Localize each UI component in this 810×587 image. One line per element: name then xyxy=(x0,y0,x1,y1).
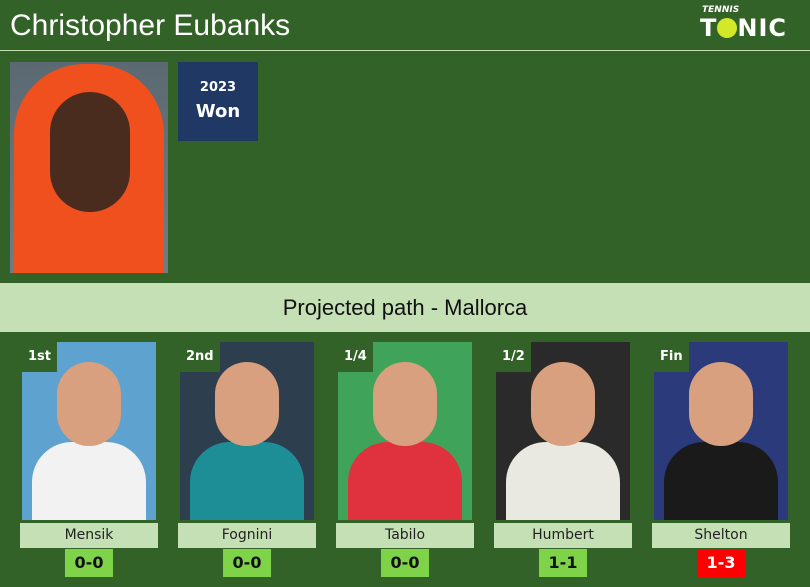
opponent-name: Fognini xyxy=(178,523,316,548)
opponent-card: Fin Shelton 1-3 xyxy=(652,342,790,577)
head-to-head-score: 1-1 xyxy=(539,549,587,577)
opponent-name: Humbert xyxy=(494,523,632,548)
tennis-ball-icon xyxy=(717,18,738,38)
round-label: Fin xyxy=(654,342,689,372)
head-to-head-score: 0-0 xyxy=(65,549,113,577)
round-label: 1/2 xyxy=(496,342,531,372)
result-text: Won xyxy=(195,101,241,122)
round-label: 2nd xyxy=(180,342,220,372)
opponent-name: Tabilo xyxy=(336,523,474,548)
header-divider xyxy=(0,50,810,51)
opponent-card: 2nd Fognini 0-0 xyxy=(178,342,316,577)
round-label: 1st xyxy=(22,342,57,372)
head-to-head-score: 0-0 xyxy=(381,549,429,577)
head-to-head-score: 0-0 xyxy=(223,549,271,577)
opponent-name: Mensik xyxy=(20,523,158,548)
result-box: 2023 Won xyxy=(178,62,258,141)
opponent-photo: 1/4 xyxy=(338,342,472,520)
opponent-photo: 1st xyxy=(22,342,156,520)
result-year: 2023 xyxy=(199,80,237,95)
projected-path-banner: Projected path - Mallorca xyxy=(0,283,810,332)
round-label: 1/4 xyxy=(338,342,373,372)
opponent-card: 1st Mensik 0-0 xyxy=(20,342,158,577)
head-to-head-score: 1-3 xyxy=(697,549,745,577)
player-photo xyxy=(10,62,168,273)
opponent-name: Shelton xyxy=(652,523,790,548)
logo-tennis-text: TENNIS xyxy=(702,5,740,15)
logo-tonic-text: T NIC xyxy=(700,14,788,42)
player-name-title: Christopher Eubanks xyxy=(10,9,291,42)
opponent-card: 1/2 Humbert 1-1 xyxy=(494,342,632,577)
opponent-photo: Fin xyxy=(654,342,788,520)
tennis-tonic-logo: TENNIS T NIC xyxy=(700,5,800,42)
opponent-card: 1/4 Tabilo 0-0 xyxy=(336,342,474,577)
opponent-photo: 1/2 xyxy=(496,342,630,520)
opponent-photo: 2nd xyxy=(180,342,314,520)
